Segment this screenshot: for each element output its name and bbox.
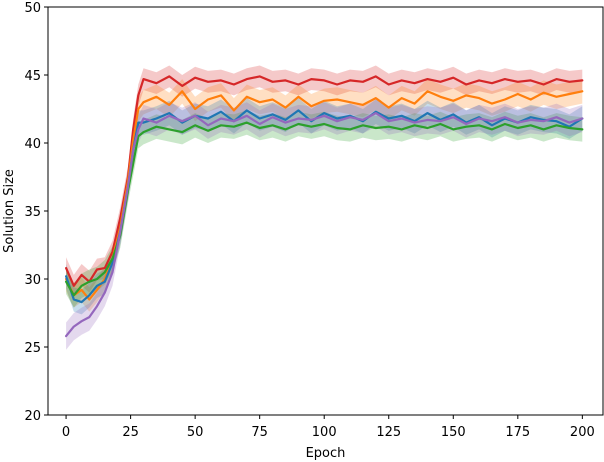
x-tick-label: 200 <box>570 425 595 440</box>
series-1-line <box>64 75 584 287</box>
y-tick-label: 35 <box>24 205 41 220</box>
series-4-band <box>66 110 583 308</box>
y-axis-label: Solution Size <box>2 169 17 253</box>
series-5-line <box>64 111 584 338</box>
x-tick-label: 125 <box>376 425 401 440</box>
y-tick-label: 40 <box>24 137 41 152</box>
x-tick-label: 75 <box>251 425 268 440</box>
y-axis-ticks: 20 25 30 35 40 45 50 <box>24 1 48 424</box>
x-axis-label: Epoch <box>306 446 346 461</box>
series-1-band <box>66 65 583 297</box>
y-tick-label: 50 <box>24 1 41 16</box>
x-tick-label: 150 <box>441 425 466 440</box>
y-tick-label: 20 <box>24 409 41 424</box>
x-tick-label: 25 <box>122 425 139 440</box>
series-lines <box>64 75 584 338</box>
x-tick-label: 100 <box>312 425 337 440</box>
x-tick-label: 175 <box>505 425 530 440</box>
series-2-band <box>66 79 583 312</box>
x-tick-label: 0 <box>62 425 70 440</box>
x-axis-ticks: 0 25 50 75 100 125 150 175 200 <box>62 415 595 440</box>
y-tick-label: 45 <box>24 69 41 84</box>
y-tick-label: 30 <box>24 273 41 288</box>
x-tick-label: 50 <box>187 425 204 440</box>
y-tick-label: 25 <box>24 341 41 356</box>
